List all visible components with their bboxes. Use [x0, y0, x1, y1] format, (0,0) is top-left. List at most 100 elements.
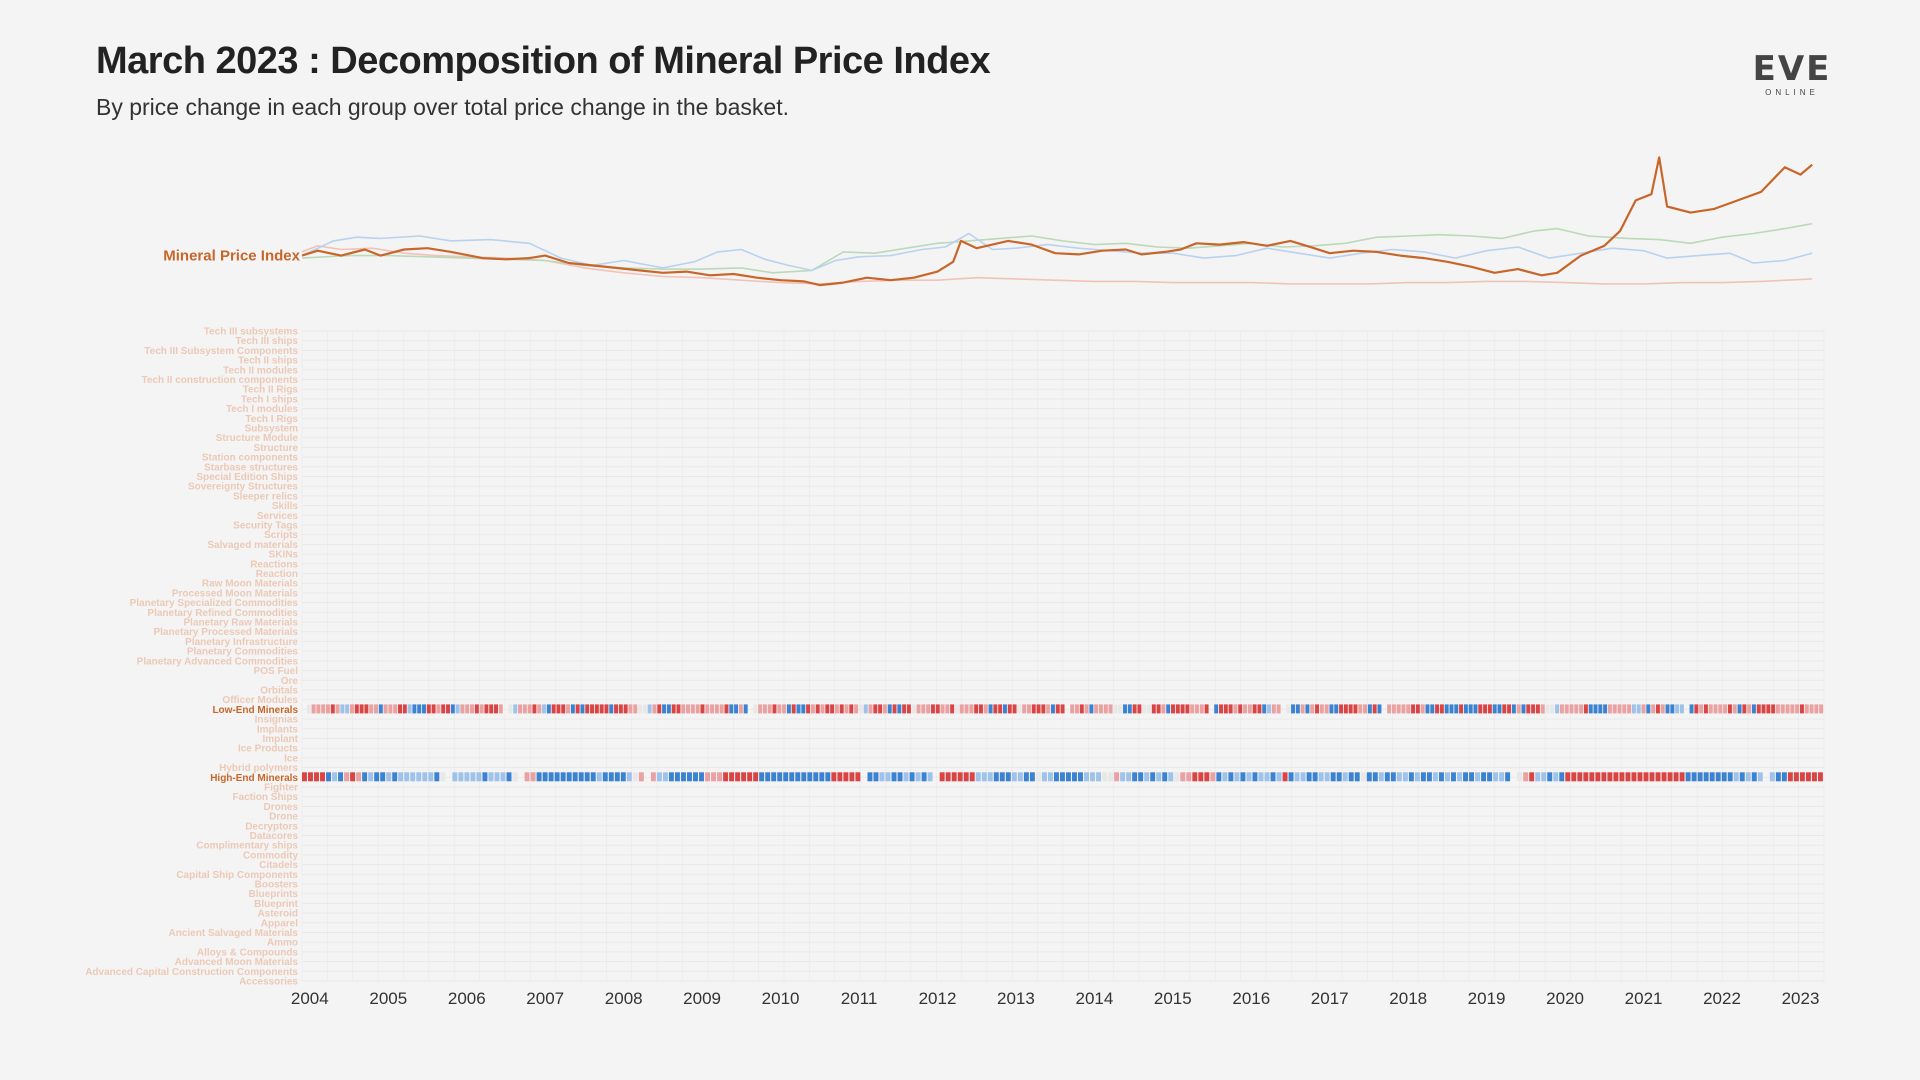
x-axis: 2004 2005 2006 2007 2008 2009 2010 2011 2012 2013… [291, 989, 1820, 1008]
heatmap-cell [1324, 704, 1329, 714]
heatmap-cell [368, 772, 374, 782]
x-tick-label: 2010 [762, 989, 800, 1008]
heatmap-cell [1258, 772, 1264, 782]
heatmap-cell [945, 772, 951, 782]
heatmap-cell [681, 704, 686, 714]
heatmap-cell [837, 772, 843, 782]
heatmap-cell [834, 704, 839, 714]
heatmap-cell [1565, 772, 1571, 782]
heatmap-cell [1553, 772, 1559, 782]
heatmap-cell [1252, 772, 1258, 782]
heatmap-cell [1144, 772, 1150, 782]
heatmap-cell [1790, 704, 1795, 714]
heatmap-cell [1192, 772, 1198, 782]
heatmap-cell [734, 704, 739, 714]
heatmap-cell [560, 772, 566, 782]
heatmap-cell [1195, 704, 1199, 714]
heatmap-cell [1005, 772, 1011, 782]
heatmap-cell [1066, 772, 1071, 782]
heatmap-cell [950, 704, 955, 714]
heatmap-cell [498, 704, 503, 714]
heatmap-cell [830, 704, 835, 714]
heatmap-cell [1228, 772, 1234, 782]
heatmap-cell [460, 704, 465, 714]
heatmap-cell [1799, 704, 1804, 714]
heatmap-cell [1550, 704, 1555, 714]
heatmap-cell [1372, 772, 1378, 782]
heatmap-cell [1535, 704, 1540, 714]
category-label: Advanced Moon Materials [175, 957, 299, 968]
category-label: Services [257, 511, 299, 522]
heatmap-cell [623, 704, 628, 714]
heatmap-cell [1174, 772, 1180, 782]
heatmap-cell [354, 704, 359, 714]
heatmap-cell [1276, 704, 1281, 714]
heatmap-cell [758, 704, 763, 714]
heatmap-cell [1138, 772, 1144, 782]
heatmap-cell [820, 704, 825, 714]
category-label: Alloys & Compounds [197, 947, 299, 958]
heatmap-cell [1593, 704, 1598, 714]
heatmap-cell [362, 772, 368, 782]
heatmap-cell [330, 704, 335, 714]
heatmap-cell [1408, 772, 1414, 782]
heatmap-cell [380, 772, 386, 782]
heatmap-cell [458, 772, 464, 782]
heatmap-cell [1103, 704, 1108, 714]
heatmap-cell [1579, 704, 1584, 714]
heatmap-cell [1625, 772, 1631, 782]
heatmap-cell [1627, 704, 1632, 714]
heatmap-cell [638, 704, 643, 714]
heatmap-cell [686, 704, 691, 714]
category-label: Tech I ships [241, 394, 298, 405]
heatmap-cell [1318, 772, 1324, 782]
heatmap-cell [1502, 704, 1507, 714]
heatmap-cell [662, 704, 667, 714]
logo-word: EVE [1752, 49, 1832, 89]
heatmap-cell [1781, 772, 1787, 782]
heatmap-cell [892, 704, 897, 714]
heatmap-cell [1799, 772, 1805, 782]
heatmap-cell [705, 704, 710, 714]
heatmap-cell [1377, 704, 1382, 714]
heatmap-cell [584, 772, 590, 782]
heatmap-cell [957, 772, 963, 782]
heatmap-cell [1595, 772, 1601, 782]
heatmap-cell [340, 704, 345, 714]
heatmap-cell [974, 704, 979, 714]
heatmap-cell [1473, 704, 1478, 714]
category-label: Structure [254, 443, 299, 454]
heatmap-cell [1384, 772, 1390, 782]
heatmap-cell [796, 704, 801, 714]
heatmap-cell [1114, 772, 1120, 782]
heatmap-cell [1775, 772, 1781, 782]
heatmap-cell [1342, 772, 1348, 782]
heatmap-cell [1540, 704, 1545, 714]
category-label: Blueprint [254, 899, 299, 910]
x-tick-label: 2011 [841, 989, 878, 1008]
category-label: Sovereignty Structures [188, 482, 298, 493]
category-label: Insignias [255, 715, 299, 726]
heatmap-cell [585, 704, 590, 714]
heatmap-cell [854, 704, 859, 714]
heatmap-cell [1492, 704, 1497, 714]
heatmap-cell [527, 704, 532, 714]
heatmap-cell [741, 772, 747, 782]
heatmap-cell [1607, 772, 1613, 782]
heatmap-cell [978, 704, 983, 714]
heatmap-cell [1747, 704, 1752, 714]
heatmap-cell [1219, 704, 1223, 714]
heatmap-cell [671, 704, 676, 714]
heatmap-cell [1475, 772, 1481, 782]
heatmap-cell [1497, 704, 1502, 714]
heatmap-cell [921, 704, 926, 714]
heatmap-cell [1713, 704, 1718, 714]
heatmap-cell [1367, 704, 1372, 714]
heatmap-cell [1036, 704, 1041, 714]
heatmap-cell [1120, 772, 1126, 782]
heatmap-cell [446, 704, 450, 714]
heatmap-cell [572, 772, 578, 782]
heatmap-cell [1300, 704, 1305, 714]
heatmap-cell [1354, 772, 1360, 782]
